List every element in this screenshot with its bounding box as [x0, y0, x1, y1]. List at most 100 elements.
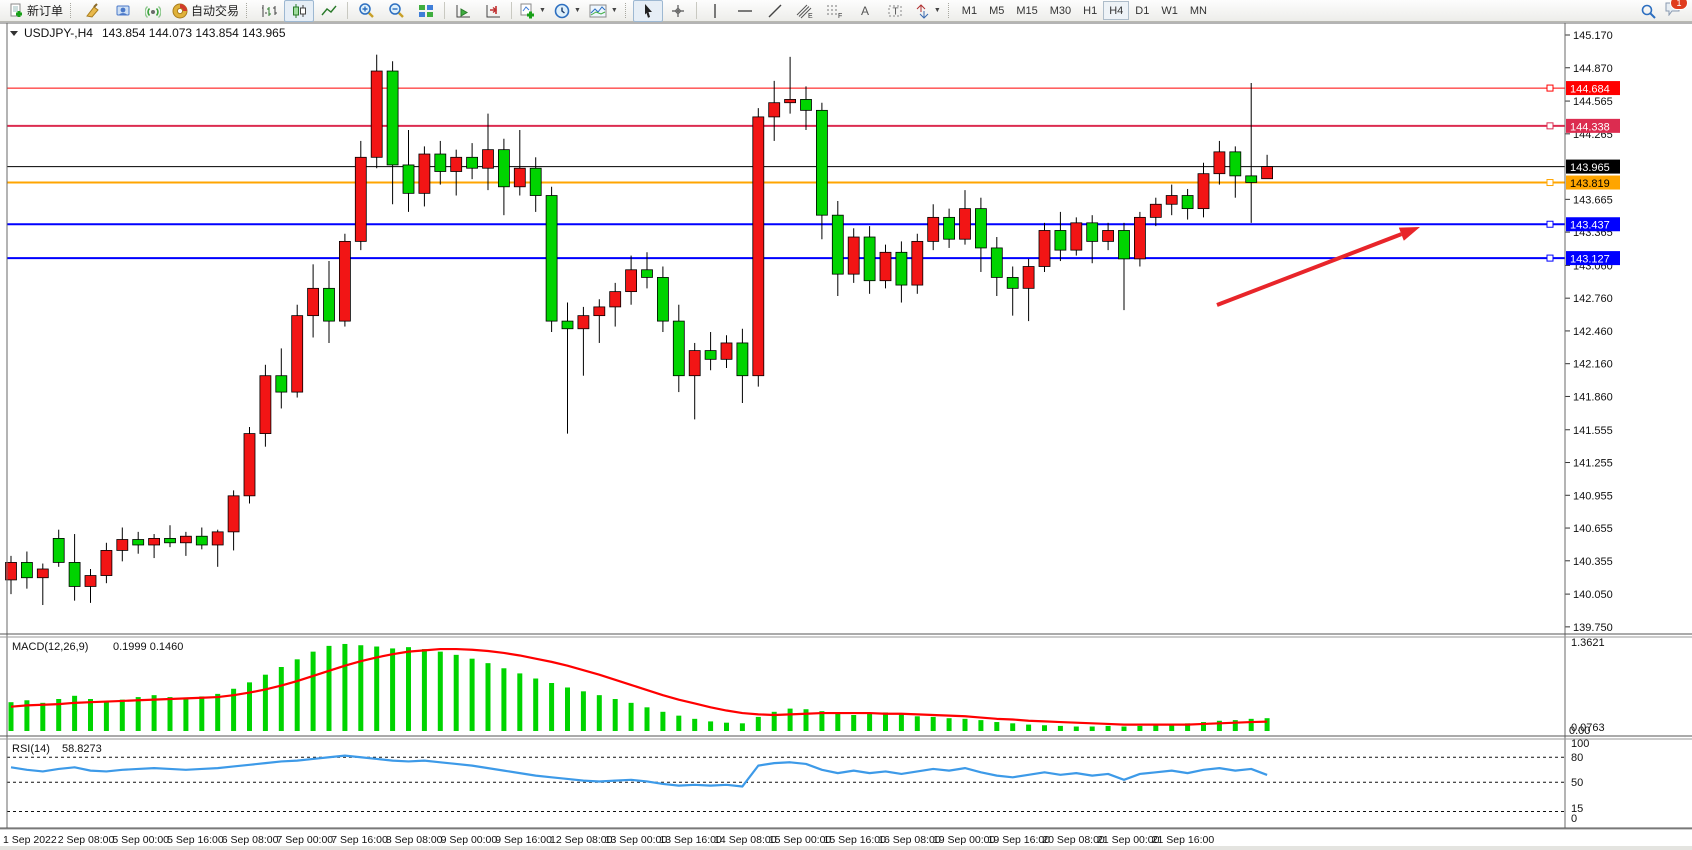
timeframe-h1[interactable]: H1 — [1083, 4, 1098, 17]
chart-title: USDJPY-,H4 143.854 144.073 143.854 143.9… — [10, 26, 286, 40]
bear-candle — [943, 216, 955, 240]
candlestick-chart-button[interactable] — [284, 0, 315, 22]
text-button[interactable]: A — [850, 0, 880, 22]
macd-bar — [167, 697, 173, 731]
templates-button[interactable]: ▼ — [585, 0, 622, 22]
bull-candle — [1038, 230, 1051, 267]
time-axis-label: 5 Sep 16:00 — [167, 834, 224, 846]
signals-button[interactable] — [138, 0, 168, 22]
bear-candle — [68, 562, 81, 587]
bear-candle — [561, 320, 574, 330]
macd-bar — [326, 645, 332, 731]
zoom-in-button[interactable] — [351, 0, 381, 22]
timeframe-w1[interactable]: W1 — [1161, 4, 1178, 17]
trendline-button[interactable] — [760, 0, 790, 22]
macd-bar — [485, 663, 491, 731]
macd-bar — [88, 699, 93, 731]
time-axis-label: 13 Sep 16:00 — [659, 834, 722, 846]
horizontal-price-lines[interactable] — [7, 84, 1565, 262]
zoom-out-button[interactable] — [381, 0, 411, 22]
price-line-handle[interactable] — [1546, 84, 1554, 92]
macd-signal-line — [10, 647, 1268, 726]
bull-candle — [1102, 230, 1114, 242]
autotrading-button[interactable]: 自动交易 — [168, 0, 243, 22]
bull-candle — [609, 291, 622, 308]
timeframe-m15[interactable]: M15 — [1016, 4, 1038, 17]
price-axis[interactable]: 145.170144.870144.565144.265143.665143.3… — [1565, 30, 1620, 634]
timeframe-mn[interactable]: MN — [1189, 4, 1207, 17]
equidistant-channel-button[interactable]: E — [790, 0, 820, 22]
trend-arrow-annotation[interactable] — [1216, 227, 1420, 307]
crosshair-button[interactable] — [663, 0, 693, 22]
dropdown-caret: ▼ — [573, 7, 581, 14]
timeframe-m30[interactable]: M30 — [1049, 4, 1072, 17]
text-label-button[interactable]: T — [880, 0, 910, 22]
autotrading-label: 自动交易 — [191, 4, 240, 18]
vertical-line-button[interactable] — [700, 0, 730, 22]
price-badge-label: 144.338 — [1570, 121, 1610, 133]
macd-bar — [835, 713, 841, 731]
price-badge — [1566, 251, 1620, 266]
macd-bar — [342, 643, 348, 731]
timeframe-m5[interactable]: M5 — [989, 4, 1005, 17]
trend-arrow-line[interactable] — [1216, 232, 1403, 307]
tile-windows-button[interactable] — [411, 0, 441, 22]
line-chart-button[interactable] — [314, 0, 344, 22]
bear-candle — [990, 247, 1003, 278]
bear-candle — [132, 539, 145, 546]
notifications-button[interactable]: 1 — [1664, 0, 1688, 21]
macd-bar — [628, 702, 634, 731]
arrows-button[interactable]: ▼ — [910, 0, 945, 22]
bull-candle — [1197, 173, 1210, 210]
auto-scroll-button[interactable] — [448, 0, 478, 22]
price-line-handle[interactable] — [1546, 122, 1554, 130]
price-line-handle[interactable] — [1546, 179, 1554, 187]
rsi-pane[interactable]: 100 80 50 150 — [7, 738, 1589, 825]
macd-bar — [1153, 725, 1159, 731]
timeframe-d1[interactable]: D1 — [1135, 4, 1150, 17]
bull-candle — [148, 538, 161, 546]
macd-bar — [294, 659, 300, 731]
timeframe-m1[interactable]: M1 — [961, 4, 978, 17]
rsi-scale-label: 0 — [1571, 813, 1577, 825]
macd-bar — [851, 715, 857, 731]
cleanup-button[interactable] — [78, 0, 108, 22]
symbol-dropdown-icon[interactable] — [10, 31, 18, 36]
toolbar-grip — [624, 3, 630, 18]
timeframe-h4[interactable]: H4 — [1103, 1, 1130, 20]
macd-bar — [517, 673, 523, 731]
macd-bar — [262, 674, 268, 731]
price-line-handle[interactable] — [1546, 254, 1554, 262]
trade-terminal-button[interactable] — [108, 0, 138, 22]
chart-shift-button[interactable] — [478, 0, 508, 22]
indicators-button[interactable]: ▼ — [515, 0, 550, 22]
bull-candle — [211, 531, 224, 546]
time-axis[interactable]: 1 Sep 2022 2 Sep 08:005 Sep 00:005 Sep 16… — [3, 834, 1214, 846]
macd-bar — [1264, 718, 1270, 731]
bull-candle — [927, 216, 940, 242]
macd-bar — [103, 701, 109, 731]
new-order-button[interactable]: 新订单 — [4, 0, 67, 22]
svg-text:E: E — [808, 13, 813, 19]
bear-candle — [1118, 230, 1130, 260]
price-line-handle[interactable] — [1546, 220, 1554, 228]
price-tick-label: 140.355 — [1573, 556, 1613, 568]
bull-candle — [243, 433, 256, 497]
cursor-button[interactable] — [632, 0, 663, 22]
search-icon[interactable] — [1640, 3, 1656, 19]
bar-chart-button[interactable] — [254, 0, 284, 22]
svg-text:A: A — [861, 4, 869, 18]
macd-bar — [501, 668, 507, 731]
bear-candle — [386, 70, 399, 166]
horizontal-line-button[interactable] — [730, 0, 760, 22]
periods-button[interactable]: ▼ — [550, 0, 585, 22]
periods-icon — [554, 3, 570, 18]
macd-pane[interactable]: 1.3621 0.000.0763 — [8, 637, 1605, 737]
crosshair-icon — [671, 4, 684, 17]
macd-bar — [533, 678, 539, 731]
rsi-scale-label: 15 — [1571, 803, 1583, 815]
macd-bar — [914, 716, 920, 731]
time-axis-label: 9 Sep 00:00 — [441, 834, 498, 846]
fibonacci-button[interactable]: F — [820, 0, 850, 22]
